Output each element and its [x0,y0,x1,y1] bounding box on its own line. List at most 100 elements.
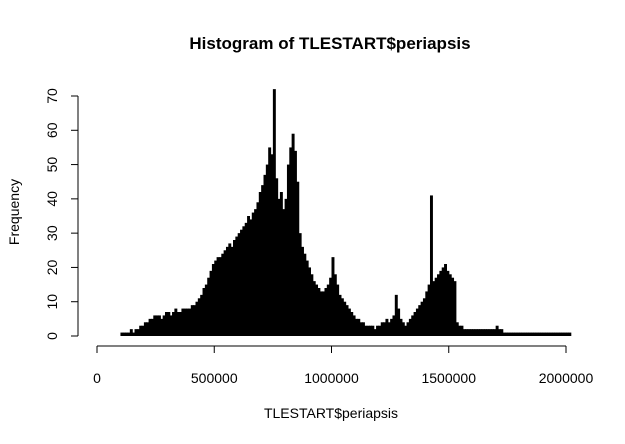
histogram-bar [411,315,415,336]
histogram-bar [202,288,206,336]
histogram-bar [183,308,187,336]
histogram-bar [153,315,157,336]
histogram-bar [200,294,204,336]
histogram-bar [380,322,384,336]
histogram-bar [549,332,553,336]
histogram-bar [476,329,480,336]
histogram-bar [343,301,347,336]
histogram-bar [286,164,290,336]
histogram-bar [188,308,192,336]
histogram-bar [275,178,279,336]
histogram-bar [315,284,319,336]
histogram-bar [214,260,218,336]
histogram-bar [298,233,302,336]
histogram-bar [547,332,551,336]
histogram-bar [326,284,330,336]
histogram-bar [392,315,396,336]
histogram-bar [474,329,478,336]
histogram-bar [162,315,166,336]
histogram-bar [495,325,499,336]
histogram-bar [317,288,321,336]
histogram-bar [174,308,178,336]
histogram-bar [563,332,567,336]
histogram-bar [195,301,199,336]
histogram-bar [204,284,208,336]
histogram-bar [319,291,323,336]
histogram-bar [516,332,520,336]
histogram-bar [521,332,525,336]
histogram-bar [331,257,335,336]
histogram-bar [272,89,276,336]
histogram-bar [242,226,246,336]
x-tick-label: 1000000 [304,370,359,386]
histogram-bar [122,332,126,336]
histogram-bar [514,332,518,336]
histogram-bar [448,274,452,336]
histogram-bar [132,332,136,336]
histogram-bar [176,312,180,336]
histogram-bar [127,332,131,336]
histogram-bar [143,322,147,336]
histogram-bar [401,322,405,336]
histogram-bar [554,332,558,336]
histogram-bar [165,312,168,336]
histogram-bar [303,253,307,336]
histogram-bar [361,322,365,336]
histogram-bar [279,192,283,336]
histogram-bar [240,229,243,336]
y-tick-label: 40 [44,191,60,207]
y-tick-label: 20 [44,259,60,275]
histogram-bar [228,243,232,336]
histogram-bar [542,332,546,336]
histogram-bar [211,264,215,336]
histogram-bar [481,329,485,336]
histogram-bar [528,332,532,336]
histogram-bar [225,246,229,336]
histogram-bar [340,298,344,336]
histogram-bar [390,318,394,336]
histogram-bar [523,332,527,336]
histogram-bar [134,329,138,336]
histogram-bar [347,308,351,336]
histogram-bar [148,318,152,336]
histogram-bar [432,281,436,336]
histogram-bar [371,325,375,336]
histogram-bar [289,147,293,336]
histogram-bars [120,89,572,336]
histogram-bar [308,267,311,336]
histogram-bar [462,329,466,336]
histogram-bar [490,329,494,336]
histogram-bar [530,332,534,336]
histogram-bar [277,198,281,336]
histogram-bar [350,312,354,336]
histogram-bar [167,312,171,336]
histogram-bar [460,325,464,336]
histogram-bar [338,294,342,336]
y-axis: 0 10 20 30 40 50 60 70 [44,88,79,340]
histogram-bar [354,318,358,336]
histogram-bar [329,277,333,336]
histogram-bar [561,332,565,336]
histogram-bar [404,325,408,336]
histogram-bar [193,305,197,336]
histogram-bar [157,315,161,336]
y-axis-label: Frequency [6,179,22,245]
histogram-bar [446,270,450,336]
histogram-bar [139,325,143,336]
y-tick-label: 0 [44,332,60,340]
histogram-bar [519,332,523,336]
histogram-bar [230,246,234,336]
histogram-bar [486,329,490,336]
histogram-bar [186,308,190,336]
histogram-bar [500,329,504,336]
histogram-bar [455,322,459,336]
histogram-bar [498,329,501,336]
histogram-bar [223,250,227,336]
histogram-bar [378,325,382,336]
histogram-bar [369,325,372,336]
histogram-bar [469,329,473,336]
histogram-bar [507,332,511,336]
histogram-bar [385,318,389,336]
histogram-bar [533,332,537,336]
histogram-bar [207,277,211,336]
